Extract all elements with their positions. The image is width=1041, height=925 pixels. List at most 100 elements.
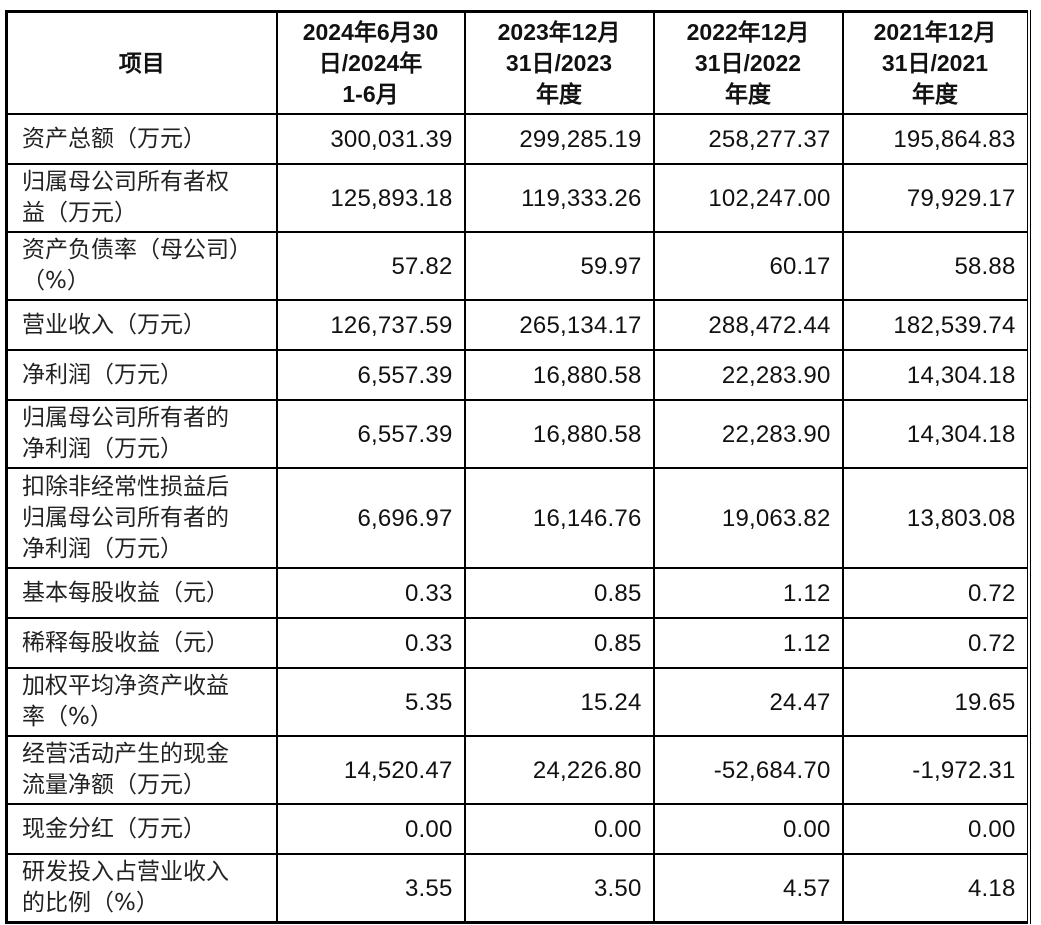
- row-label-line: 加权平均净资产收益: [22, 673, 229, 699]
- row-label-line: 基本每股收益（元）: [22, 579, 229, 606]
- header-line: 2021年12月: [873, 18, 997, 45]
- header-2023: 2023年12月 31日/2023 年度: [463, 10, 655, 115]
- row-label: 资产总额（万元）: [5, 113, 278, 165]
- header-line: 2024年6月30: [302, 18, 439, 45]
- value-cell: 16,880.58: [463, 399, 655, 469]
- value-cell: 24.47: [652, 667, 844, 737]
- value-cell: 4.18: [841, 853, 1030, 924]
- value-cell: 258,277.37: [652, 113, 844, 165]
- value-cell: 4.57: [652, 853, 844, 924]
- table-row: 基本每股收益（元） 0.33 0.85 1.12 0.72: [5, 567, 1030, 619]
- value-cell: 14,304.18: [841, 399, 1030, 469]
- row-label: 稀释每股收益（元）: [5, 617, 278, 669]
- header-line: 2023年12月: [497, 18, 621, 45]
- value-cell: 16,146.76: [463, 467, 655, 569]
- value-cell: 0.00: [275, 803, 466, 855]
- value-cell: 79,929.17: [841, 163, 1030, 233]
- table-row: 净利润（万元） 6,557.39 16,880.58 22,283.90 14,304.…: [5, 349, 1030, 401]
- header-line: 项目: [118, 49, 165, 76]
- header-line: 31日/2023: [505, 49, 613, 76]
- row-label-line: （%）: [22, 268, 90, 294]
- header-line: 31日/2022: [694, 49, 802, 76]
- value-cell: 0.00: [652, 803, 844, 855]
- value-cell: 102,247.00: [652, 163, 844, 233]
- row-label: 研发投入占营业收入 的比例（%）: [5, 853, 278, 924]
- table-body: 资产总额（万元） 300,031.39 299,285.19 258,277.37 19…: [5, 113, 1030, 924]
- value-cell: 0.85: [463, 567, 655, 619]
- value-cell: 59.97: [463, 231, 655, 301]
- value-cell: 58.88: [841, 231, 1030, 301]
- value-cell: 0.33: [275, 617, 466, 669]
- value-cell: 13,803.08: [841, 467, 1030, 569]
- row-label-line: 扣除非经常性损益后: [22, 473, 229, 500]
- header-2021: 2021年12月 31日/2021 年度: [841, 10, 1030, 115]
- value-cell: 19,063.82: [652, 467, 844, 569]
- value-cell: 14,304.18: [841, 349, 1030, 401]
- row-label-line: 经营活动产生的现金: [22, 741, 229, 767]
- table-row: 稀释每股收益（元） 0.33 0.85 1.12 0.72: [5, 617, 1030, 669]
- financial-summary-table-container: 项目 2024年6月30 日/2024年 1-6月 2023年12月 31日/2023 年度…: [5, 10, 1031, 924]
- row-label-line: 营业收入（万元）: [22, 311, 206, 338]
- value-cell: 0.85: [463, 617, 655, 669]
- value-cell: 60.17: [652, 231, 844, 301]
- table-row: 归属母公司所有者权 益（万元） 125,893.18 119,333.26 102,24…: [5, 163, 1030, 233]
- row-label-line: 益（万元）: [22, 200, 137, 226]
- value-cell: 0.72: [841, 567, 1030, 619]
- row-label-line: 资产总额（万元）: [22, 125, 206, 152]
- value-cell: 0.33: [275, 567, 466, 619]
- row-label-line: 的比例（%）: [22, 890, 159, 916]
- row-label: 营业收入（万元）: [5, 299, 278, 351]
- value-cell: 3.50: [463, 853, 655, 924]
- value-cell: 6,696.97: [275, 467, 466, 569]
- table-row: 资产总额（万元） 300,031.39 299,285.19 258,277.37 19…: [5, 113, 1030, 165]
- header-line: 年度: [912, 80, 958, 107]
- table-row: 经营活动产生的现金 流量净额（万元） 14,520.47 24,226.80 -52,6…: [5, 735, 1030, 805]
- row-label: 净利润（万元）: [5, 349, 278, 401]
- value-cell: 126,737.59: [275, 299, 466, 351]
- row-label-line: 研发投入占营业收入: [22, 859, 229, 885]
- value-cell: 300,031.39: [275, 113, 466, 165]
- header-item: 项目: [5, 10, 278, 115]
- row-label-line: 净利润（万元）: [22, 535, 183, 562]
- header-line: 年度: [536, 80, 582, 107]
- row-label: 归属母公司所有者权 益（万元）: [5, 163, 278, 233]
- value-cell: -52,684.70: [652, 735, 844, 805]
- value-cell: 57.82: [275, 231, 466, 301]
- value-cell: 299,285.19: [463, 113, 655, 165]
- value-cell: 125,893.18: [275, 163, 466, 233]
- row-label: 归属母公司所有者的 净利润（万元）: [5, 399, 278, 469]
- value-cell: 5.35: [275, 667, 466, 737]
- value-cell: 16,880.58: [463, 349, 655, 401]
- value-cell: 24,226.80: [463, 735, 655, 805]
- value-cell: 288,472.44: [652, 299, 844, 351]
- value-cell: 6,557.39: [275, 349, 466, 401]
- row-label-line: 归属母公司所有者的: [22, 405, 229, 431]
- value-cell: 1.12: [652, 617, 844, 669]
- table-row: 扣除非经常性损益后 归属母公司所有者的 净利润（万元） 6,696.97 16,146.…: [5, 467, 1030, 569]
- row-label-line: 资产负债率（母公司）: [22, 237, 252, 263]
- row-label-line: 净利润（万元）: [22, 361, 183, 388]
- value-cell: 22,283.90: [652, 349, 844, 401]
- value-cell: 119,333.26: [463, 163, 655, 233]
- header-2024h1: 2024年6月30 日/2024年 1-6月: [275, 10, 466, 115]
- value-cell: 6,557.39: [275, 399, 466, 469]
- row-label-line: 归属母公司所有者权: [22, 169, 229, 195]
- header-line: 年度: [725, 80, 771, 107]
- financial-summary-table: 项目 2024年6月30 日/2024年 1-6月 2023年12月 31日/2023 年度…: [5, 10, 1031, 924]
- header-line: 1-6月: [342, 80, 399, 107]
- row-label-line: 净利润（万元）: [22, 436, 183, 462]
- table-row: 营业收入（万元） 126,737.59 265,134.17 288,472.44 18…: [5, 299, 1030, 351]
- table-row: 加权平均净资产收益 率（%） 5.35 15.24 24.47 19.65: [5, 667, 1030, 737]
- row-label-line: 归属母公司所有者的: [22, 504, 229, 531]
- row-label: 资产负债率（母公司） （%）: [5, 231, 278, 301]
- value-cell: 0.72: [841, 617, 1030, 669]
- row-label-line: 率（%）: [22, 704, 113, 730]
- header-line: 2022年12月: [686, 18, 810, 45]
- row-label-line: 流量净额（万元）: [22, 772, 206, 798]
- row-label: 加权平均净资产收益 率（%）: [5, 667, 278, 737]
- row-label-line: 现金分红（万元）: [22, 815, 206, 842]
- header-2022: 2022年12月 31日/2022 年度: [652, 10, 844, 115]
- table-row: 研发投入占营业收入 的比例（%） 3.55 3.50 4.57 4.18: [5, 853, 1030, 924]
- value-cell: 195,864.83: [841, 113, 1030, 165]
- table-row: 现金分红（万元） 0.00 0.00 0.00 0.00: [5, 803, 1030, 855]
